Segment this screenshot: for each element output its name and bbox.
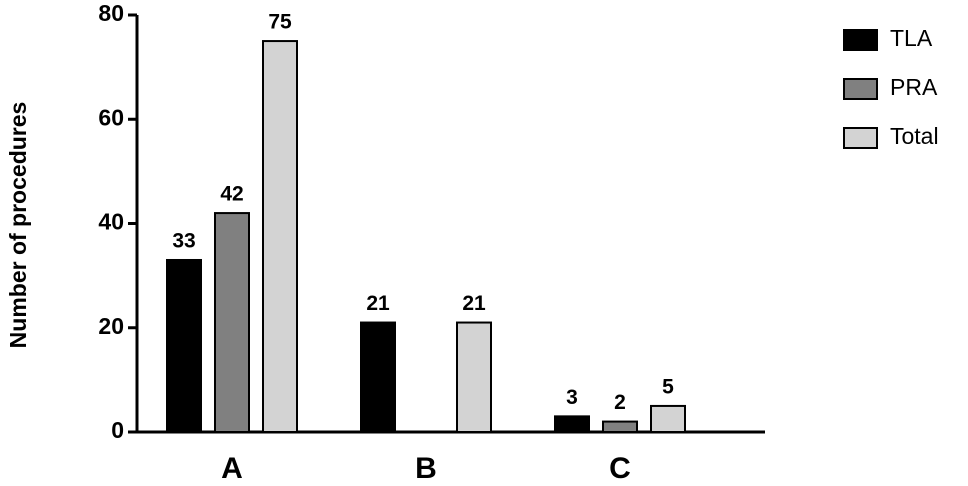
y-tick-label: 40 [98,209,124,235]
value-label: 5 [662,375,674,398]
bar [166,258,202,433]
y-axis-label: Number of procedures [5,102,31,349]
bar [602,420,638,434]
value-label: 42 [220,183,243,206]
y-tick-label: 80 [98,0,124,26]
value-label: 21 [462,292,486,315]
y-tick-label: 60 [98,104,124,130]
bar [456,321,492,434]
x-tick-label: A [221,452,243,485]
value-label: 21 [366,292,390,315]
bar [262,40,298,433]
value-label: 3 [566,386,578,409]
legend-swatch [843,127,878,149]
value-label: 75 [268,11,292,34]
bar [650,404,686,433]
y-tick-label: 0 [111,417,124,443]
x-tick-label: C [609,452,631,485]
x-tick-label: B [415,452,437,485]
bar [214,212,250,433]
legend-swatch [843,29,878,51]
legend-label: PRA [890,74,938,100]
legend-label: Total [890,123,939,149]
bar [360,321,396,434]
legend-swatch [843,78,878,100]
legend-label: TLA [890,25,933,51]
value-label: 33 [172,230,195,253]
value-label: 2 [614,391,626,414]
y-tick-label: 20 [98,313,124,339]
bar [554,415,590,433]
